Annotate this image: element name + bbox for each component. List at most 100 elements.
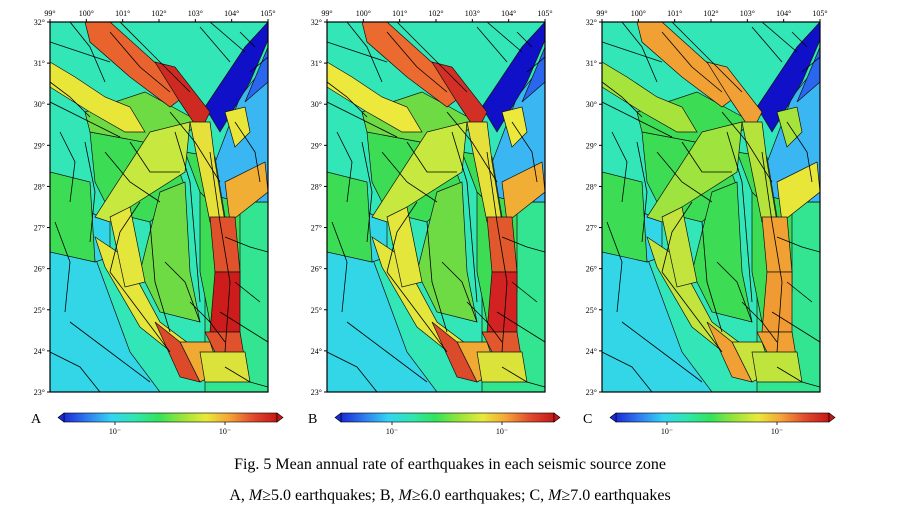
lon-tick-label: 102° [428,9,443,18]
colorbar: 10⁻ 10⁻ [334,412,561,436]
colorbar-right-arrow [276,412,284,423]
lon-tick-label: 99° [321,9,332,18]
fault-line [84,141,96,243]
fault-line [451,131,478,303]
fault-line [224,366,268,388]
fault-line [621,321,703,383]
source-zone-core [327,171,373,263]
lon-tick-label: 103° [465,9,480,18]
lat-tick-label: 25° [586,306,597,315]
source-zone-ne_b [521,46,545,103]
caption-text-segment: A, [229,487,249,504]
source-zone-south2 [431,321,478,383]
fault-line [602,101,673,138]
lat-tick-label: 31° [586,59,597,68]
lat-tick-label: 28° [34,182,45,191]
source-zone-core [50,171,96,263]
source-zone-xsh3 [327,61,423,133]
fault-line [761,22,798,53]
fault-line [346,321,428,383]
lat-tick-label: 29° [586,141,597,150]
source-zone-lmsh [224,161,268,223]
fault-line [511,121,538,183]
fault-line [346,22,383,83]
fault-line [109,31,171,93]
fault-line [104,151,161,203]
colorbar-right-arrow [828,412,836,423]
lon-tick-label: 103° [740,9,755,18]
fault-line [771,311,820,343]
fault-line [602,81,643,118]
lat-tick-label: 24° [34,347,45,356]
fault-line [716,261,753,323]
source-zone-anning [486,216,518,273]
fault-line [209,22,246,53]
lon-tick-label: 102° [151,9,166,18]
fault-line [496,311,545,343]
fault-line [336,131,353,203]
lon-tick-label: 101° [115,9,130,18]
caption-text-segment: ≥5.0 earthquakes; B, [262,487,399,504]
seismic-zone-map: 99° 100° 101° 102° 103° 104° 105° 32° 31° 30° 29° 2… [586,9,828,397]
fault-line [801,56,820,73]
source-zone-xsh3 [501,106,528,148]
lat-tick-label: 29° [311,141,322,150]
lat-tick-label: 29° [34,141,45,150]
lat-tick-label: 25° [311,306,322,315]
lon-tick-label: 101° [392,9,407,18]
source-zone-anning [209,216,241,273]
fault-line [741,301,778,343]
lat-tick-label: 26° [34,265,45,274]
fault-line [791,31,808,48]
fault-line [109,201,141,273]
source-zone-ne [204,22,268,133]
colorbar: 10⁻ 10⁻ [609,412,836,436]
lon-tick-label: 105° [537,9,552,18]
lat-tick-label: 26° [311,265,322,274]
fault-line [786,281,813,303]
colorbar: 10⁻ 10⁻ [57,412,284,436]
fault-line [164,261,201,323]
source-zone-lmsh [501,161,545,223]
fault-line [776,366,820,388]
fault-line [234,121,261,183]
fault-line [239,31,256,48]
fault-line [486,22,523,53]
fault-line [661,31,723,93]
fault-line [174,131,201,303]
fault-line [119,22,191,93]
fault-line [602,41,663,63]
fault-line [361,141,373,243]
lat-tick-label: 23° [311,388,322,397]
source-zone-ne_b [796,46,820,103]
source-zone-sw [109,206,146,288]
lat-tick-label: 32° [311,18,322,27]
seismic-zone-map: 99° 100° 101° 102° 103° 104° 105° 32° 31° 30° 29° 2… [311,9,553,397]
lon-tick-label: 104° [224,9,239,18]
fault-line [386,271,448,353]
fault-line [661,201,693,273]
lat-tick-label: 30° [586,100,597,109]
lat-tick-label: 26° [586,265,597,274]
figure-caption-subtitle: A, M≥5.0 earthquakes; B, M≥6.0 earthquak… [0,487,900,505]
fault-line [199,26,231,63]
source-zone-xsh3 [50,61,146,133]
colorbar-left-arrow [334,412,342,423]
colorbar-tick-label: 10⁻ [661,427,673,436]
fault-line [476,26,508,63]
fault-line [50,351,101,392]
magnitude-symbol: M [398,487,412,504]
source-zone-xsh3 [776,106,803,148]
map-panel-a: 99° 100° 101° 102° 103° 104° 105° 32° 31° 30° 29° 2… [28,0,288,436]
fault-line [50,101,121,138]
lat-tick-label: 25° [34,306,45,315]
lon-tick-label: 100° [79,9,94,18]
source-zone-anning [761,216,793,273]
fault-line [50,81,91,118]
source-zone-ne [756,22,820,133]
fault-line [701,221,723,333]
figure-caption-title: Fig. 5 Mean annual rate of earthquakes i… [234,456,666,473]
colorbar-tick-label: 10⁻ [496,427,508,436]
source-zone-xsh3 [224,106,251,148]
lon-tick-label: 100° [356,9,371,18]
